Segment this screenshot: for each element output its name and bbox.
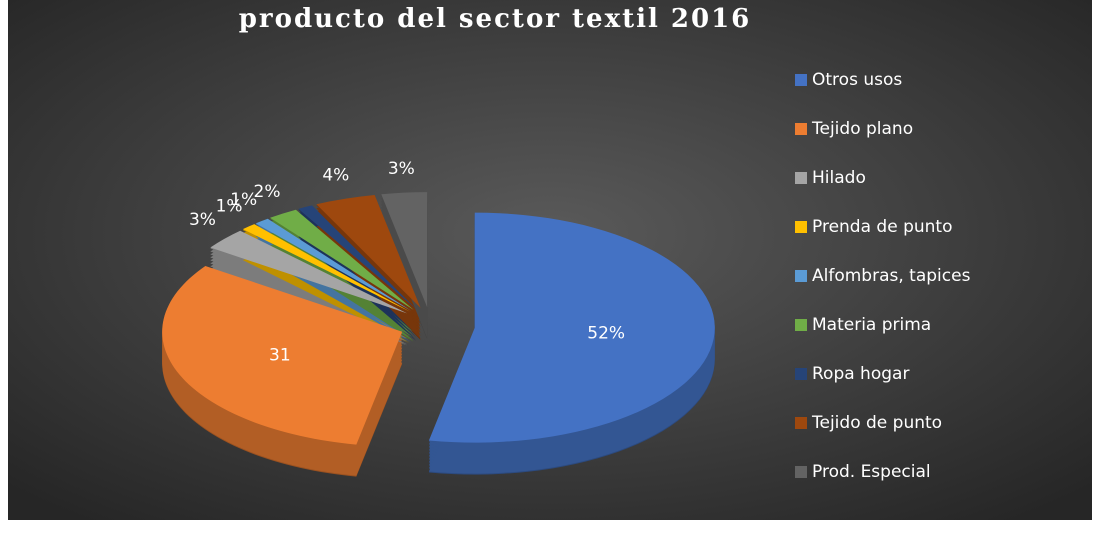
data-label: 52% [587,324,625,344]
legend-label: Tejido plano [811,119,913,139]
slice [162,265,403,445]
pie [162,192,715,477]
slice [428,212,715,443]
legend-label: Alfombras, tapices [812,266,971,286]
slice [242,224,410,312]
legend-swatch [795,270,807,282]
slice [210,230,408,314]
data-label: 31 [269,345,291,365]
legend-label: Tejido de punto [811,413,942,433]
slice [316,195,421,308]
slice [381,192,428,308]
data-label: 4% [322,166,349,186]
legend-swatch [795,74,807,86]
legend-label: Ropa hogar [812,364,909,384]
legend-swatch [795,172,807,184]
legend-label: Prenda de punto [812,217,952,237]
chart-title: producto del sector textil 2016 [239,4,752,34]
data-label: 1% [230,190,257,210]
legend-swatch [795,221,807,233]
data-label: 1% [216,196,243,216]
legend-label: Prod. Especial [812,462,931,482]
slice [270,209,414,310]
data-label: 3% [388,159,415,179]
legend-label: Materia prima [812,315,931,335]
legend-swatch [795,368,807,380]
legend-swatch [795,123,807,135]
legend-swatch [795,319,807,331]
legend-swatch [795,466,807,478]
legend-label: Hilado [812,168,866,188]
slice [298,205,417,310]
slice [255,218,412,311]
legend-swatch [795,417,807,429]
data-label: 2% [254,182,281,202]
legend-label: Otros usos [812,70,902,90]
data-label: 3% [189,210,216,230]
